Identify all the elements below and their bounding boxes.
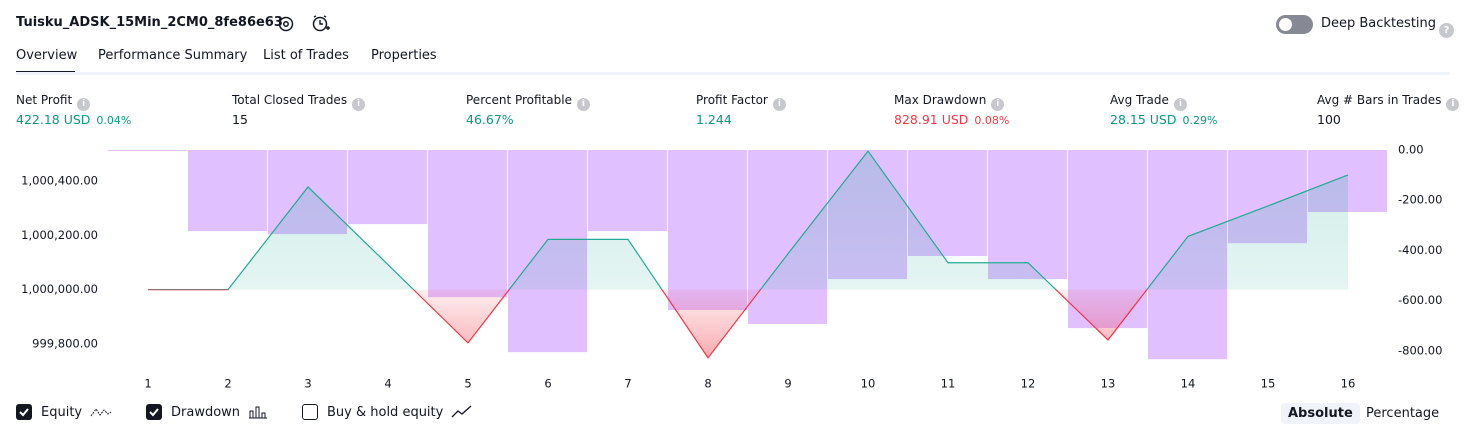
metric-value: 828.91 USD 0.08% [894, 112, 1009, 127]
y-tick-label: 1,000,400.00 [21, 173, 98, 187]
info-icon[interactable]: i [77, 98, 91, 111]
metric-label-text: Avg Trade [1110, 93, 1169, 107]
mode-button[interactable]: Absolute [1281, 403, 1360, 424]
y2-tick-label: -800.00 [1398, 343, 1442, 357]
settings-icon[interactable] [277, 15, 295, 33]
checkbox-toggle[interactable]: Buy & hold equity [302, 404, 473, 420]
metric-percent: 0.04% [96, 114, 132, 127]
x-tick-label: 11 [941, 377, 956, 391]
help-icon[interactable]: ? [1434, 16, 1454, 38]
alert-icon[interactable] [311, 14, 331, 34]
checkbox-label: Equity [41, 404, 83, 420]
checkbox[interactable] [16, 404, 32, 420]
checkbox-label: Buy & hold equity [327, 404, 444, 420]
x-tick-label: 3 [304, 377, 311, 391]
metric-value: 422.18 USD 0.04% [16, 112, 131, 127]
tab[interactable]: Performance Summary [98, 48, 248, 63]
metric-label-text: Avg # Bars in Trades [1317, 93, 1442, 107]
drawdown-bar [188, 150, 267, 232]
y2-tick-label: -400.00 [1398, 243, 1442, 257]
strategy-title: Tuisku_ADSK_15Min_2CM0_8fe86e63 [16, 15, 283, 30]
y2-tick-label: 0.00 [1398, 143, 1424, 157]
metric-value-text: 100 [1317, 112, 1341, 127]
x-tick-label: 5 [464, 377, 471, 391]
drawdown-bar [108, 150, 187, 151]
metric-label-text: Percent Profitable [466, 93, 572, 107]
metric-value: 28.15 USD 0.29% [1110, 112, 1217, 127]
checkbox[interactable] [302, 404, 318, 420]
metric-label-text: Profit Factor [696, 93, 768, 107]
equity-line [148, 150, 1349, 359]
info-icon[interactable]: i [1173, 98, 1187, 111]
metric-percent: 0.08% [974, 114, 1010, 127]
metric-value-text: 28.15 USD [1110, 112, 1177, 127]
metric-label: Max Drawdown i [894, 93, 1005, 111]
drawdown-bar [428, 150, 507, 298]
info-icon[interactable]: i [576, 98, 590, 111]
metric-label: Avg Trade i [1110, 93, 1187, 111]
metric-label-text: Total Closed Trades [232, 93, 348, 107]
metric-label: Percent Profitable i [466, 93, 590, 111]
drawdown-bar [668, 150, 747, 310]
x-tick-label: 15 [1261, 377, 1276, 391]
metric-label-text: Net Profit [16, 93, 73, 107]
checkbox-toggle[interactable]: Equity [16, 404, 112, 420]
info-icon[interactable]: i [991, 98, 1005, 111]
equity-area [148, 151, 1348, 358]
x-tick-label: 16 [1341, 377, 1356, 391]
y-tick-label: 1,000,200.00 [21, 228, 98, 242]
checkbox[interactable] [146, 404, 162, 420]
x-tick-label: 1 [144, 377, 151, 391]
metric-label: Total Closed Trades i [232, 93, 366, 111]
metric-label: Profit Factor i [696, 93, 786, 111]
metric-value: 15 [232, 112, 248, 127]
legend-icon [451, 405, 473, 419]
metric-label-text: Max Drawdown [894, 93, 987, 107]
tab[interactable]: Properties [371, 48, 437, 63]
tab[interactable]: List of Trades [263, 48, 349, 63]
legend-icon [248, 405, 268, 419]
metric-value: 1.244 [696, 112, 732, 127]
y-tick-label: 1,000,000.00 [21, 282, 98, 296]
drawdown-bar [588, 150, 667, 232]
toggle-label: Deep Backtesting [1321, 16, 1437, 31]
metric-value-text: 46.67% [466, 112, 514, 127]
x-tick-label: 6 [544, 377, 551, 391]
metric-value: 46.67% [466, 112, 514, 127]
metric-label: Avg # Bars in Trades i [1317, 93, 1460, 111]
x-tick-label: 8 [704, 377, 711, 391]
metric-value-text: 1.244 [696, 112, 732, 127]
tab[interactable]: Overview [16, 48, 78, 63]
deep-backtesting-toggle[interactable] [1276, 15, 1313, 34]
x-tick-label: 13 [1101, 377, 1116, 391]
x-tick-label: 9 [784, 377, 791, 391]
drawdown-bar [348, 150, 427, 225]
checkbox-label: Drawdown [171, 404, 241, 420]
mode-button[interactable]: Percentage [1366, 406, 1440, 421]
x-tick-label: 7 [624, 377, 631, 391]
metric-value: 100 [1317, 112, 1341, 127]
chart: 1,000,400.00 1,000,200.00 1,000,000.00 999,… [21, 143, 1442, 391]
y2-tick-label: -200.00 [1398, 193, 1442, 207]
checkbox-toggle[interactable]: Drawdown [146, 404, 268, 420]
x-tick-label: 4 [384, 377, 391, 391]
x-tick-label: 12 [1021, 377, 1036, 391]
x-tick-label: 14 [1181, 377, 1196, 391]
y-tick-label: 999,800.00 [32, 336, 98, 350]
metric-percent: 0.29% [1182, 114, 1218, 127]
y2-tick-label: -600.00 [1398, 293, 1442, 307]
metric-value-text: 828.91 USD [894, 112, 969, 127]
tab-divider [16, 72, 1450, 75]
info-icon[interactable]: i [352, 98, 366, 111]
drawdown-bar [988, 150, 1067, 280]
info-icon[interactable]: i [772, 98, 786, 111]
x-tick-label: 2 [224, 377, 231, 391]
legend-icon [90, 405, 112, 419]
metric-value-text: 422.18 USD [16, 112, 91, 127]
metric-value-text: 15 [232, 112, 248, 127]
metric-label: Net Profit i [16, 93, 91, 111]
info-icon[interactable]: i [1446, 98, 1460, 111]
x-tick-label: 10 [861, 377, 876, 391]
